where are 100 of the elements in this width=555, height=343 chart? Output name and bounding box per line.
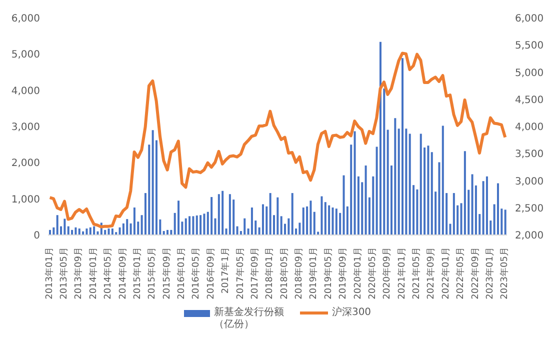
x-tick-label: 2013年05月 [58, 247, 70, 300]
y2-tick-label: 4,000 [515, 122, 544, 134]
x-tick-label: 2018年09月 [294, 247, 305, 300]
bar [108, 228, 110, 235]
x-tick-label: 2023年01月 [484, 247, 496, 300]
line-series [48, 52, 507, 228]
bar [379, 42, 382, 235]
y2-tick-label: 3,500 [515, 149, 544, 160]
bar [464, 151, 466, 235]
x-tick-label: 2020年01月 [352, 247, 364, 300]
bar [394, 118, 396, 235]
bar [471, 174, 474, 235]
y-tick-label: 1,000 [11, 194, 40, 206]
bar [222, 190, 224, 235]
bar [218, 194, 220, 235]
bar [52, 227, 55, 235]
bar [236, 226, 238, 235]
bar [93, 226, 96, 235]
x-tick-label: 2017年05月 [234, 247, 246, 300]
x-tick-label: 2022年01月 [440, 247, 452, 300]
bar [328, 205, 330, 235]
bar [244, 218, 246, 235]
bar [262, 204, 264, 235]
x-tick-label: 2019年01月 [308, 247, 320, 300]
x-tick-label: 2014年05月 [102, 247, 114, 300]
x-tick-label: 2015年09月 [161, 247, 172, 300]
bar [89, 227, 92, 235]
bar [192, 216, 194, 235]
bar [269, 193, 272, 235]
y-tick-label: 3,000 [11, 122, 40, 134]
bar [188, 216, 191, 235]
bar [203, 214, 206, 235]
bar [288, 218, 290, 235]
bar [276, 197, 279, 235]
bar [420, 134, 422, 235]
bar [324, 202, 326, 235]
bar [452, 193, 455, 235]
x-tick-label: 2014年09月 [117, 247, 128, 300]
y2-tick-label: 4,500 [515, 94, 544, 106]
bar [496, 183, 499, 235]
x-tick-label: 2021年09月 [426, 247, 437, 300]
bar [86, 228, 88, 235]
bar [266, 206, 268, 235]
y2-tick-label: 3,000 [515, 176, 544, 188]
bar [354, 131, 356, 235]
bar [78, 228, 80, 235]
x-tick-label: 2018年01月 [264, 247, 276, 300]
x-tick-label: 2013年01月 [44, 247, 55, 300]
bar [250, 208, 253, 235]
bar [416, 189, 418, 235]
x-tick-label: 2017年09月 [249, 247, 260, 300]
bar [313, 212, 316, 235]
bar [148, 144, 150, 235]
x-tick-label: 2022年05月 [455, 247, 466, 300]
bar [178, 200, 180, 235]
bar [200, 215, 202, 235]
bar [291, 193, 294, 235]
bar [350, 144, 352, 235]
bar [280, 216, 282, 235]
bar [438, 162, 440, 235]
bar [67, 226, 70, 235]
x-tick-label: 2015年05月 [146, 247, 158, 300]
y-tick-label: 4,000 [11, 86, 40, 97]
bar [320, 196, 323, 235]
bar [364, 166, 367, 235]
bar [298, 222, 301, 235]
bar [111, 228, 114, 235]
y2-tick-label: 5,500 [515, 40, 544, 52]
y2-tick-label: 6,000 [515, 14, 544, 25]
legend-label: 新基金发行份额（亿份） [214, 307, 285, 331]
bar [342, 175, 345, 235]
bar [133, 208, 136, 235]
x-tick-label: 2016年01月 [176, 247, 188, 300]
x-tick-label: 2021年05月 [411, 247, 422, 300]
bar [210, 197, 213, 235]
x-tick-label: 2016年09月 [205, 247, 216, 300]
bar [122, 223, 124, 235]
x-tick-label: 2019年09月 [338, 247, 349, 300]
x-tick-label: 2017年1月 [220, 247, 232, 294]
y-tick-label: 6,000 [11, 14, 40, 25]
bar [427, 146, 430, 235]
bar [402, 58, 404, 235]
bar [386, 130, 389, 235]
bar [196, 215, 198, 235]
x-tick-label: 2020年05月 [366, 247, 378, 300]
x-tick-label: 2021年01月 [396, 247, 408, 300]
x-tick-label: 2019年05月 [322, 247, 334, 300]
bar [152, 130, 154, 235]
bar [339, 212, 342, 235]
bar [335, 208, 338, 235]
bar [504, 210, 506, 235]
legend-label: 沪深300 [332, 307, 372, 319]
y-tick-label: 5,000 [11, 50, 40, 61]
bar [486, 176, 488, 235]
x-tick-label: 2015年01月 [132, 247, 143, 300]
bar [408, 134, 411, 235]
x-tick-label: 2020年09月 [382, 247, 393, 300]
x-tick-label: 2022年09月 [470, 247, 481, 300]
x-tick-label: 2016年05月 [190, 247, 202, 300]
bar [310, 200, 312, 235]
